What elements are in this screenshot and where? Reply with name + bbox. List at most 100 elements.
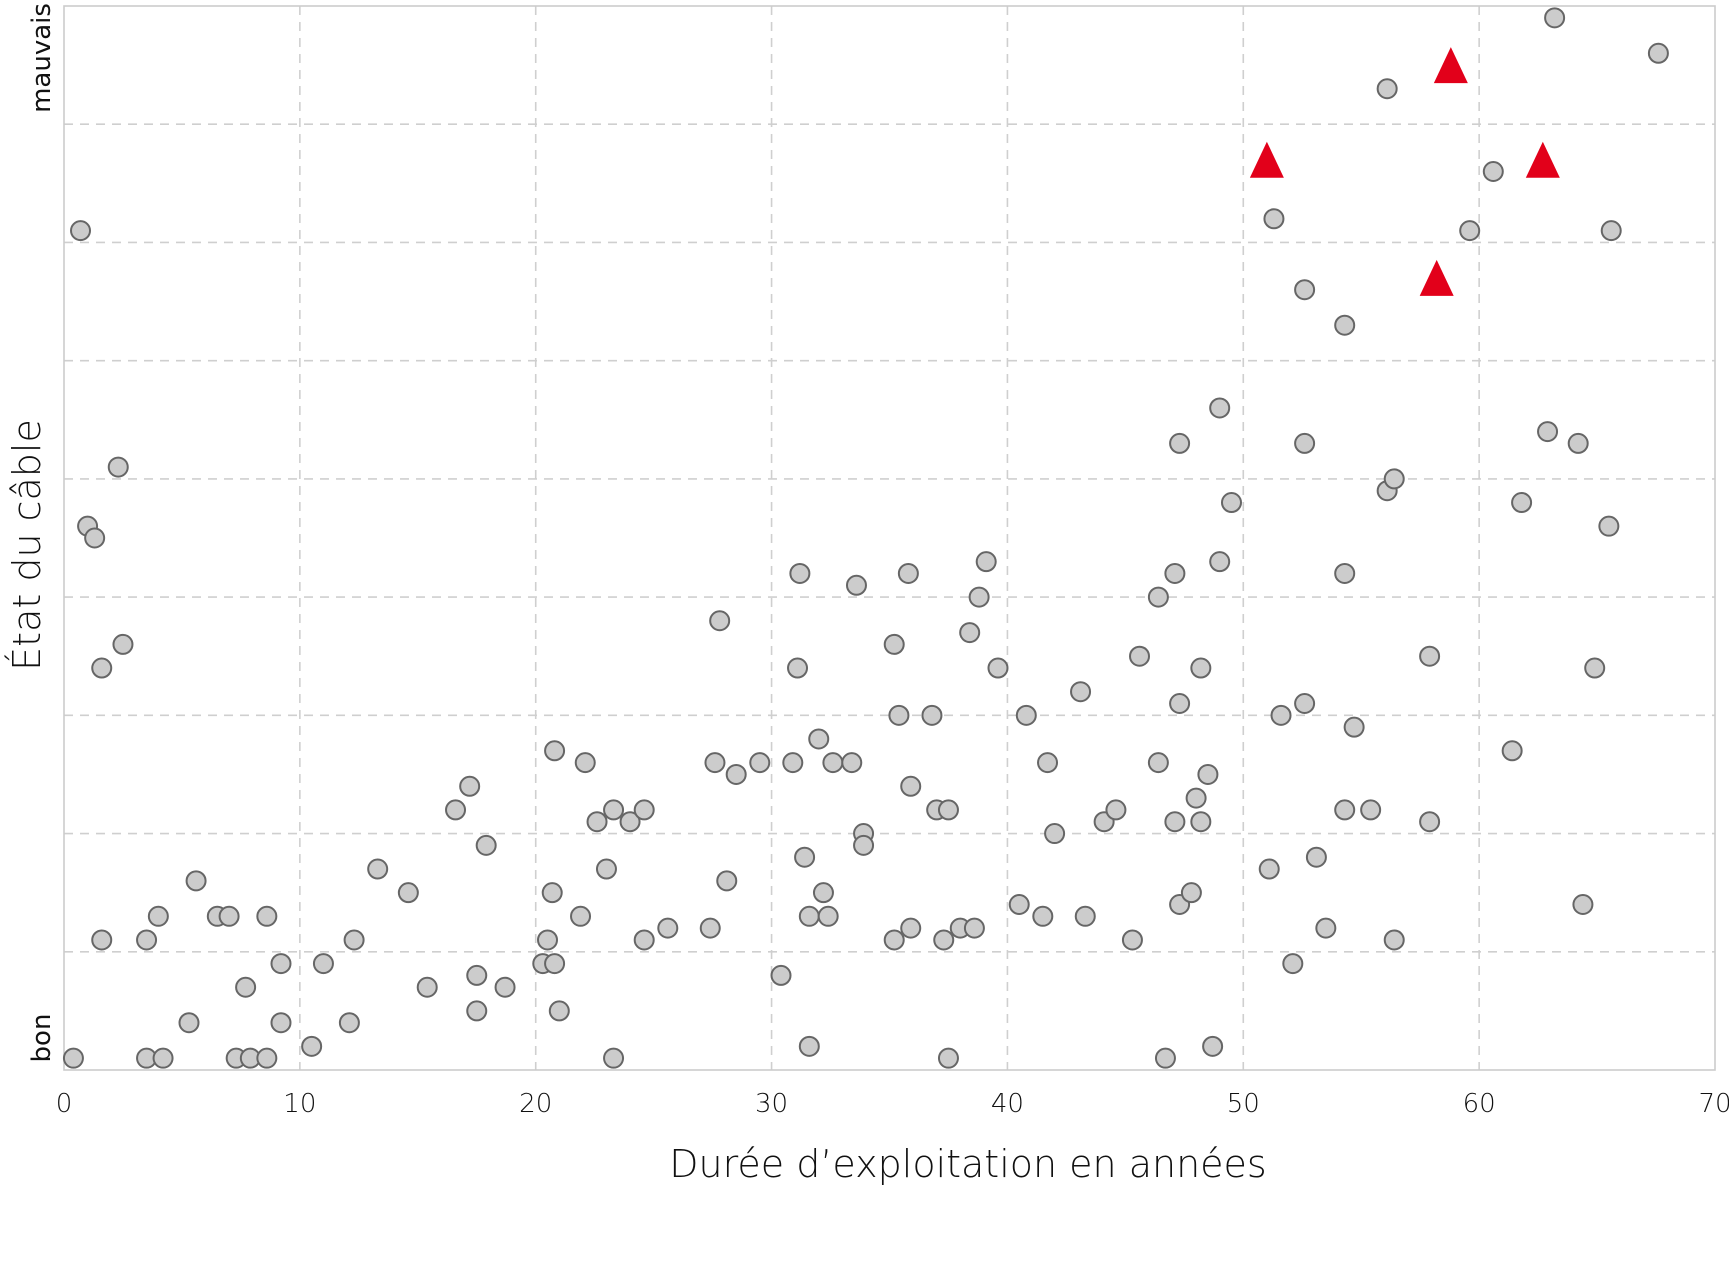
data-point	[91, 929, 113, 951]
data-point	[1419, 811, 1441, 833]
data-point	[749, 752, 771, 774]
data-point	[1015, 704, 1037, 726]
data-point	[445, 799, 467, 821]
data-point	[1209, 551, 1231, 573]
data-point	[91, 657, 113, 679]
data-point	[812, 882, 834, 904]
data-point	[1070, 681, 1092, 703]
data-point	[1544, 7, 1566, 29]
data-point	[1459, 220, 1481, 242]
data-point	[1537, 421, 1559, 443]
data-point	[853, 834, 875, 856]
chart-grid	[64, 6, 1715, 1070]
data-point	[937, 799, 959, 821]
x-axis-title: Durée d’exploitation en années	[669, 1142, 1266, 1186]
data-point	[1202, 1035, 1224, 1057]
data-point	[1647, 42, 1669, 64]
data-point	[1270, 704, 1292, 726]
data-point	[84, 527, 106, 549]
data-point	[987, 657, 1009, 679]
data-points	[62, 7, 1669, 1069]
data-point	[1105, 799, 1127, 821]
y-top-label: mauvais	[27, 3, 57, 113]
data-point	[586, 811, 608, 833]
data-point	[343, 929, 365, 951]
data-point	[466, 964, 488, 986]
x-axis-ticks: 0 10 20 30 40 50 60 70	[56, 1089, 1729, 1119]
data-point	[1263, 208, 1285, 230]
x-tick-label: 40	[991, 1089, 1024, 1119]
data-point	[475, 834, 497, 856]
data-point	[1044, 823, 1066, 845]
data-point	[178, 1012, 200, 1034]
data-point	[1258, 858, 1280, 880]
x-tick-label: 10	[283, 1089, 316, 1119]
data-point	[62, 1047, 84, 1069]
data-point	[770, 964, 792, 986]
data-point	[459, 775, 481, 797]
data-point	[1197, 763, 1219, 785]
data-point	[312, 953, 334, 975]
data-point	[1482, 161, 1504, 183]
data-point	[1037, 752, 1059, 774]
data-point	[544, 740, 566, 762]
data-point	[1501, 740, 1523, 762]
data-point	[1343, 716, 1365, 738]
data-point-triangle	[1419, 259, 1454, 296]
data-point	[574, 752, 596, 774]
x-tick-label: 70	[1698, 1089, 1729, 1119]
data-point	[70, 220, 92, 242]
data-point	[725, 763, 747, 785]
data-point	[1185, 787, 1207, 809]
x-tick-label: 60	[1463, 1089, 1496, 1119]
data-point	[789, 562, 811, 584]
data-point	[716, 870, 738, 892]
data-point	[900, 917, 922, 939]
data-point	[256, 905, 278, 927]
y-bottom-label: bon	[27, 1014, 57, 1063]
data-point	[112, 633, 134, 655]
data-point	[794, 846, 816, 868]
data-point	[570, 905, 592, 927]
data-point	[1511, 492, 1533, 514]
data-point	[841, 752, 863, 774]
data-point	[416, 976, 438, 998]
data-point	[1419, 645, 1441, 667]
data-point	[595, 858, 617, 880]
data-point	[301, 1035, 323, 1057]
data-point	[1334, 562, 1356, 584]
data-point	[270, 953, 292, 975]
data-point	[968, 586, 990, 608]
data-point	[603, 1047, 625, 1069]
data-point	[270, 1012, 292, 1034]
data-point	[466, 1000, 488, 1022]
data-point	[537, 929, 559, 951]
data-point	[845, 574, 867, 596]
data-point	[817, 905, 839, 927]
data-point	[1572, 893, 1594, 915]
data-point	[147, 905, 169, 927]
data-point	[959, 622, 981, 644]
data-point	[619, 811, 641, 833]
data-point	[494, 976, 516, 998]
data-point	[888, 704, 910, 726]
data-point	[1315, 917, 1337, 939]
data-point	[1121, 929, 1143, 951]
data-point	[709, 610, 731, 632]
plot-area-frame	[63, 5, 1716, 1071]
data-point	[822, 752, 844, 774]
x-tick-label: 30	[755, 1089, 788, 1119]
data-point	[704, 752, 726, 774]
data-point	[1190, 811, 1212, 833]
data-point	[933, 929, 955, 951]
data-point	[963, 917, 985, 939]
data-point	[256, 1047, 278, 1069]
data-point	[883, 633, 905, 655]
data-point	[921, 704, 943, 726]
data-point	[657, 917, 679, 939]
data-point	[218, 905, 240, 927]
data-point	[787, 657, 809, 679]
data-point	[1164, 811, 1186, 833]
data-point	[1169, 432, 1191, 454]
